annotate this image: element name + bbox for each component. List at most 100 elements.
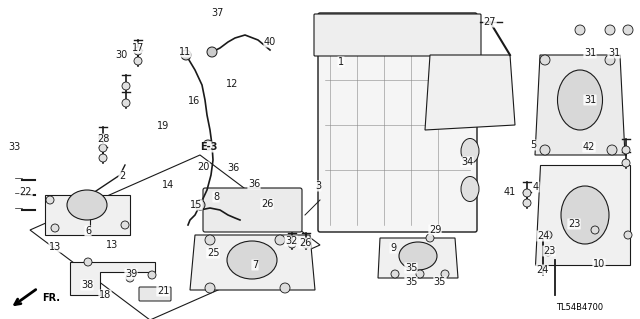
Text: 9: 9 <box>390 243 396 253</box>
Polygon shape <box>535 55 625 155</box>
Circle shape <box>122 99 130 107</box>
Circle shape <box>540 55 550 65</box>
Text: E-3: E-3 <box>200 142 218 152</box>
Text: 8: 8 <box>213 192 219 202</box>
Text: 39: 39 <box>125 269 137 279</box>
Ellipse shape <box>557 70 602 130</box>
Circle shape <box>134 47 142 55</box>
Circle shape <box>288 240 296 248</box>
Circle shape <box>181 50 191 60</box>
Circle shape <box>523 199 531 207</box>
Circle shape <box>122 82 130 90</box>
Circle shape <box>205 283 215 293</box>
Text: 24: 24 <box>537 231 549 241</box>
Circle shape <box>607 145 617 155</box>
Text: 26: 26 <box>299 238 311 248</box>
Circle shape <box>121 221 129 229</box>
Text: 4: 4 <box>533 182 539 192</box>
Text: 25: 25 <box>207 248 220 258</box>
Text: 19: 19 <box>157 121 169 131</box>
Text: 2: 2 <box>119 171 125 181</box>
Text: 13: 13 <box>49 242 61 252</box>
Circle shape <box>544 248 552 256</box>
Text: 31: 31 <box>584 48 596 58</box>
Text: 34: 34 <box>461 157 473 167</box>
Circle shape <box>623 25 633 35</box>
Text: 7: 7 <box>252 260 258 270</box>
Text: 14: 14 <box>162 180 174 190</box>
Text: 28: 28 <box>97 134 109 144</box>
Text: 23: 23 <box>543 246 555 256</box>
Text: 35: 35 <box>405 277 417 287</box>
Text: TL54B4700: TL54B4700 <box>556 303 604 313</box>
Circle shape <box>280 283 290 293</box>
Text: 35: 35 <box>405 263 417 273</box>
Text: 36: 36 <box>227 163 239 173</box>
Text: 12: 12 <box>226 79 238 89</box>
Text: 26: 26 <box>261 199 273 209</box>
Text: FR.: FR. <box>42 293 60 303</box>
Circle shape <box>51 224 59 232</box>
Circle shape <box>575 25 585 35</box>
Circle shape <box>195 200 205 210</box>
Text: 22: 22 <box>20 187 32 197</box>
Text: 6: 6 <box>85 226 91 236</box>
FancyBboxPatch shape <box>203 188 302 232</box>
Circle shape <box>391 270 399 278</box>
Text: 29: 29 <box>429 225 441 235</box>
Ellipse shape <box>461 100 479 125</box>
Text: 13: 13 <box>106 240 118 250</box>
Circle shape <box>540 145 550 155</box>
Text: 15: 15 <box>190 200 202 210</box>
Circle shape <box>624 231 632 239</box>
Polygon shape <box>535 165 630 265</box>
Circle shape <box>84 258 92 266</box>
Ellipse shape <box>399 242 437 270</box>
Text: 41: 41 <box>504 187 516 197</box>
Text: 21: 21 <box>157 286 169 296</box>
Circle shape <box>126 274 134 282</box>
Ellipse shape <box>561 186 609 244</box>
Text: 24: 24 <box>536 265 548 275</box>
Text: 36: 36 <box>248 179 260 189</box>
Text: 1: 1 <box>338 57 344 67</box>
Circle shape <box>46 196 54 204</box>
Circle shape <box>416 270 424 278</box>
Circle shape <box>426 234 434 242</box>
Text: 38: 38 <box>81 280 93 290</box>
Text: 3: 3 <box>315 181 321 191</box>
Text: 27: 27 <box>484 17 496 27</box>
Text: 42: 42 <box>583 142 595 152</box>
Ellipse shape <box>67 190 107 220</box>
FancyBboxPatch shape <box>314 14 481 56</box>
Polygon shape <box>45 195 130 235</box>
Ellipse shape <box>461 176 479 202</box>
Circle shape <box>203 140 213 150</box>
Text: 32: 32 <box>285 236 297 246</box>
Circle shape <box>302 240 310 248</box>
Polygon shape <box>425 55 515 130</box>
Circle shape <box>523 189 531 197</box>
Text: 31: 31 <box>584 95 596 105</box>
Circle shape <box>99 154 107 162</box>
Circle shape <box>544 231 552 239</box>
Circle shape <box>207 47 217 57</box>
Text: 40: 40 <box>264 37 276 47</box>
Circle shape <box>605 25 615 35</box>
Text: 30: 30 <box>115 50 127 60</box>
Text: 5: 5 <box>530 140 536 150</box>
Circle shape <box>99 134 107 142</box>
Text: 31: 31 <box>608 48 620 58</box>
Text: 17: 17 <box>132 43 144 53</box>
Circle shape <box>99 144 107 152</box>
Circle shape <box>622 159 630 167</box>
FancyBboxPatch shape <box>318 13 477 232</box>
Circle shape <box>441 270 449 278</box>
Ellipse shape <box>461 63 479 87</box>
Text: 23: 23 <box>568 219 580 229</box>
Circle shape <box>275 235 285 245</box>
Text: 18: 18 <box>99 290 111 300</box>
Circle shape <box>591 226 599 234</box>
Text: 37: 37 <box>212 8 224 18</box>
Text: 35: 35 <box>434 277 446 287</box>
